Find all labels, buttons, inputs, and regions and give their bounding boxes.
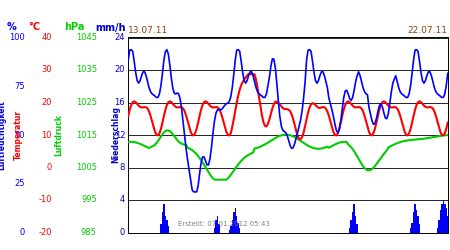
Bar xyxy=(447,216,449,232)
Bar xyxy=(414,204,416,233)
Bar xyxy=(216,216,218,232)
Text: 0: 0 xyxy=(46,163,52,172)
Text: Niederschlag: Niederschlag xyxy=(112,106,121,164)
Text: 0: 0 xyxy=(19,228,25,237)
Bar xyxy=(356,224,358,232)
Text: 10: 10 xyxy=(41,130,52,140)
Bar xyxy=(416,210,417,233)
Bar xyxy=(411,223,413,232)
Text: 30: 30 xyxy=(41,66,52,74)
Text: -20: -20 xyxy=(38,228,52,237)
Bar xyxy=(229,230,230,232)
Text: 995: 995 xyxy=(81,196,97,204)
Bar xyxy=(163,204,165,233)
Bar xyxy=(442,200,444,232)
Text: 22.07.11: 22.07.11 xyxy=(408,26,448,35)
Text: 1025: 1025 xyxy=(76,98,97,107)
Bar xyxy=(214,228,215,232)
Text: 25: 25 xyxy=(14,179,25,188)
Text: 4: 4 xyxy=(120,196,125,204)
Bar xyxy=(419,224,420,232)
Bar xyxy=(417,216,419,232)
Bar xyxy=(218,224,220,232)
Text: hPa: hPa xyxy=(64,22,85,32)
Text: 24: 24 xyxy=(115,33,125,42)
Text: 40: 40 xyxy=(41,33,52,42)
Text: 12: 12 xyxy=(115,130,125,140)
Bar xyxy=(166,220,168,232)
Text: 0: 0 xyxy=(120,228,125,237)
Text: Erstellt: 07.01.2012 05:43: Erstellt: 07.01.2012 05:43 xyxy=(178,221,270,227)
Text: 1005: 1005 xyxy=(76,163,97,172)
Text: Luftfeuchtigkeit: Luftfeuchtigkeit xyxy=(0,100,7,170)
Text: 13.07.11: 13.07.11 xyxy=(128,26,168,35)
Text: %: % xyxy=(6,22,16,32)
Bar xyxy=(162,212,163,233)
Text: °C: °C xyxy=(28,22,40,32)
Bar xyxy=(413,212,414,233)
Bar xyxy=(438,220,440,232)
Text: 1045: 1045 xyxy=(76,33,97,42)
Text: 1035: 1035 xyxy=(76,66,97,74)
Text: 16: 16 xyxy=(114,98,125,107)
Text: 100: 100 xyxy=(9,33,25,42)
Bar xyxy=(165,216,166,232)
Text: 20: 20 xyxy=(41,98,52,107)
Bar xyxy=(440,210,441,233)
Text: Temperatur: Temperatur xyxy=(14,110,22,160)
Bar xyxy=(353,204,355,233)
Text: 75: 75 xyxy=(14,82,25,91)
Bar xyxy=(352,212,353,233)
Text: 985: 985 xyxy=(81,228,97,237)
Bar xyxy=(232,220,233,232)
Text: 8: 8 xyxy=(120,163,125,172)
Bar xyxy=(355,216,356,232)
Bar xyxy=(230,226,232,232)
Bar xyxy=(238,223,239,232)
Bar xyxy=(160,224,162,232)
Text: Luftdruck: Luftdruck xyxy=(54,114,63,156)
Bar xyxy=(236,216,238,232)
Bar xyxy=(349,228,351,232)
Text: -10: -10 xyxy=(38,196,52,204)
Bar xyxy=(168,226,169,232)
Bar xyxy=(239,228,240,232)
Bar xyxy=(233,212,234,233)
Text: mm/h: mm/h xyxy=(95,22,126,32)
Bar xyxy=(441,204,442,233)
Bar xyxy=(215,220,216,232)
Text: 1015: 1015 xyxy=(76,130,97,140)
Bar xyxy=(351,220,352,232)
Bar xyxy=(410,228,411,232)
Bar xyxy=(436,228,438,232)
Bar xyxy=(234,208,236,233)
Text: 50: 50 xyxy=(14,130,25,140)
Bar xyxy=(446,208,447,233)
Text: 20: 20 xyxy=(115,66,125,74)
Bar xyxy=(444,204,446,233)
